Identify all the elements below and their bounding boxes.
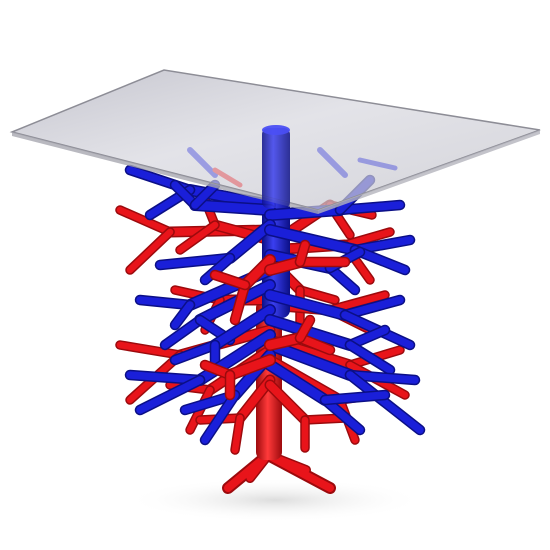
red-branch (341, 228, 394, 249)
blue-branch (265, 360, 330, 405)
blue-branch (346, 371, 424, 434)
blue-branch (321, 396, 364, 434)
red-branch (231, 281, 249, 324)
glass-tabletop-edge-right (318, 130, 540, 214)
red-branch (296, 286, 339, 304)
blue-branch (171, 341, 219, 364)
blue-branch (171, 301, 194, 329)
branch-layer-front (124, 164, 426, 446)
blue-branch (336, 201, 404, 214)
red-branch (266, 381, 309, 424)
blue-branch (136, 296, 194, 309)
blue-branch (136, 376, 204, 414)
column-through-glass (262, 128, 290, 208)
red-branch (231, 414, 244, 454)
blue-branch (190, 200, 275, 215)
blue-branch (265, 225, 360, 255)
red-branch (296, 316, 314, 342)
red-branch (126, 228, 174, 274)
blue-branch (321, 391, 389, 404)
blue-branch (265, 340, 355, 380)
red-branch (176, 221, 219, 254)
blue-branch (341, 296, 404, 319)
blue-branch (126, 371, 204, 384)
blue-branch (210, 305, 275, 350)
blue-branch (265, 315, 355, 350)
red-branch (225, 355, 275, 380)
red-branch (296, 334, 334, 354)
column-top (262, 125, 290, 135)
red-branch (240, 255, 275, 290)
blue-branch (201, 254, 234, 284)
blue-branch (191, 181, 219, 209)
blue-branch (265, 205, 345, 220)
blue-branch (201, 391, 239, 444)
red-branch (116, 341, 184, 359)
blue-branch (265, 290, 350, 320)
blue-branch (156, 254, 234, 269)
red-branch (211, 271, 249, 289)
blue-branch (346, 371, 419, 384)
glass-reflections (187, 147, 398, 188)
blue-branch (346, 341, 394, 374)
floor-shadow (125, 478, 425, 522)
blue-branch (225, 220, 275, 263)
red-branch (296, 241, 309, 266)
glass-tabletop-edge (12, 132, 318, 214)
blue-branch (161, 316, 204, 349)
red-branch (116, 206, 174, 236)
